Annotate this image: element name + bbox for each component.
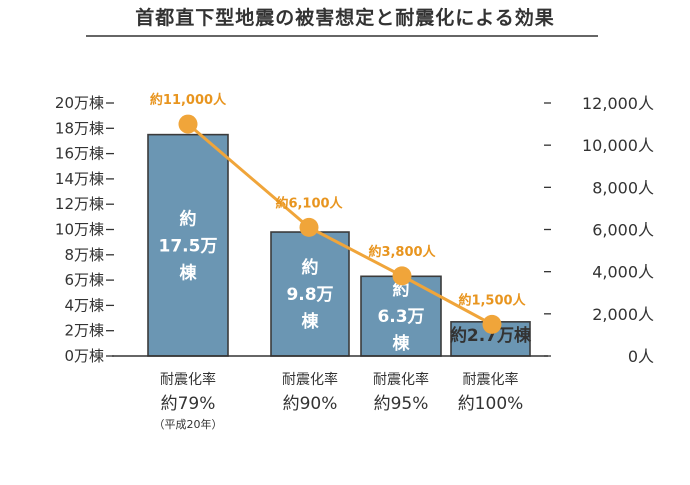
category-value: 約79% (161, 394, 216, 414)
data-point-label: 約11,000人 (150, 92, 227, 108)
category-name: 耐震化率 (160, 371, 216, 388)
right-tick-label: 4,000人 (592, 263, 654, 282)
left-tick-label: 16万棟 (55, 145, 104, 163)
left-tick-label: 0万棟 (64, 347, 104, 365)
bar-value-label: 6.3万 (377, 307, 424, 327)
data-point-label: 約6,100人 (275, 195, 343, 211)
data-point-label: 約1,500人 (458, 292, 526, 308)
right-tick-label: 2,000人 (592, 305, 654, 324)
bar-value-label: 約 (180, 208, 197, 229)
category-name: 耐震化率 (373, 371, 429, 388)
bar-value-label: 棟 (393, 333, 411, 354)
left-tick-label: 8万棟 (64, 246, 104, 264)
left-tick-label: 6万棟 (64, 271, 104, 289)
data-point (178, 114, 198, 134)
data-point-label: 約3,800人 (368, 244, 436, 260)
left-tick-label: 2万棟 (64, 322, 104, 340)
bar (270, 231, 350, 357)
right-axis: 0人 2,000人 4,000人 6,000人 8,000人 10,000人 12,000人 (544, 94, 654, 366)
right-tick-label: 0人 (628, 347, 654, 366)
data-point (392, 266, 412, 286)
left-tick-label: 14万棟 (55, 170, 104, 188)
bar-value-label: 17.5万 (159, 236, 218, 256)
left-axis: 0万棟 2万棟 4万棟 6万棟 8万棟 10万棟 12万棟 14万棟 16万棟 18万棟 20万棟 (55, 94, 114, 365)
left-tick-label: 20万棟 (55, 94, 104, 112)
category-value: 約90% (283, 394, 338, 414)
bar-value-label: 9.8万 (286, 285, 333, 305)
left-tick-label: 12万棟 (55, 195, 104, 213)
chart-title: 首都直下型地震の被害想定と耐震化による効果 (135, 6, 554, 29)
data-point (482, 314, 502, 334)
data-point (299, 217, 319, 237)
category-value: 約100% (458, 394, 524, 414)
left-tick-label: 10万棟 (55, 221, 104, 239)
bar-value-label: 約 (302, 257, 319, 278)
bar (147, 133, 229, 357)
left-tick-label: 4万棟 (64, 296, 104, 314)
right-tick-label: 10,000人 (582, 136, 654, 155)
series-line (187, 122, 493, 326)
category-name: 耐震化率 (463, 371, 519, 388)
right-tick-label: 12,000人 (582, 94, 654, 113)
right-tick-label: 8,000人 (592, 178, 654, 197)
category-name: 耐震化率 (282, 371, 338, 388)
bar-value-label: 棟 (302, 311, 320, 332)
bar-value-label: 棟 (180, 262, 198, 283)
bar-value-label: 約2.7万棟 (450, 325, 532, 346)
category-value: 約95% (374, 394, 429, 414)
category-note: （平成20年） (154, 417, 223, 431)
right-tick-label: 6,000人 (592, 221, 654, 240)
left-tick-label: 18万棟 (55, 119, 104, 137)
